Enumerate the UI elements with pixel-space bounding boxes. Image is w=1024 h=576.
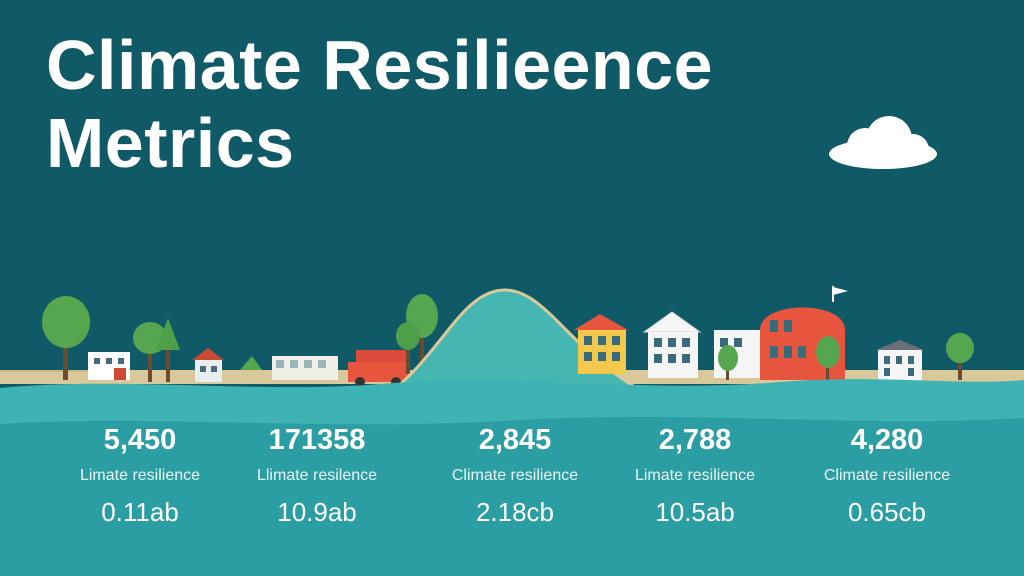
- house-icon: [192, 348, 224, 382]
- tree-icon: [718, 345, 738, 380]
- metric-label: Climate resilience: [451, 467, 579, 484]
- page-title: Climate Resilieence Metrics: [46, 26, 713, 182]
- house-icon: [574, 314, 628, 374]
- metric-label: Limate resilience: [79, 467, 201, 484]
- title-line-1: Climate Resilieence: [46, 26, 714, 104]
- title-line-2: Metrics: [46, 104, 295, 182]
- house-icon: [88, 352, 130, 380]
- metric-value: 171358: [268, 424, 366, 456]
- tree-icon: [946, 333, 974, 380]
- tree-icon: [816, 336, 840, 380]
- metric-card: 171358 Llimate resilence 10.9ab: [222, 420, 412, 529]
- tree-icon: [156, 318, 180, 382]
- metric-value: 5,450: [103, 424, 177, 456]
- metric-card: 2,788 Limate resilience 10.5ab: [600, 420, 790, 529]
- tree-icon: [240, 356, 262, 370]
- house-icon: [272, 356, 338, 380]
- metric-value: 2,845: [478, 424, 552, 456]
- house-icon: [642, 311, 702, 378]
- flag-icon: [832, 286, 848, 302]
- metric-subvalue: 10.9ab: [277, 497, 357, 527]
- water-deep: [0, 416, 1024, 576]
- metric-subvalue: 0.65cb: [847, 497, 927, 527]
- metric-value: 2,788: [658, 424, 732, 456]
- metrics-row: 5,450 Limate resilience 0.11ab 171358 Ll…: [0, 420, 1024, 550]
- metric-label: Llimate resilence: [256, 467, 378, 484]
- metric-subvalue: 2.18cb: [475, 497, 555, 527]
- metric-card: 4,280 Climate resilience 0.65cb: [792, 420, 982, 529]
- house-icon: [876, 340, 924, 382]
- metric-card: 5,450 Limate resilience 0.11ab: [45, 420, 235, 529]
- metric-subvalue: 10.5ab: [655, 497, 735, 527]
- metric-value: 4,280: [850, 424, 924, 456]
- metric-subvalue: 0.11ab: [101, 497, 179, 527]
- tree-icon: [396, 322, 420, 374]
- tree-icon: [42, 296, 90, 380]
- metric-label: Climate resilience: [823, 467, 951, 484]
- cloud-icon: [829, 116, 937, 169]
- truck-icon: [348, 350, 408, 387]
- metric-card: 2,845 Climate resilience 2.18cb: [420, 420, 610, 529]
- metric-label: Limate resilience: [634, 467, 756, 484]
